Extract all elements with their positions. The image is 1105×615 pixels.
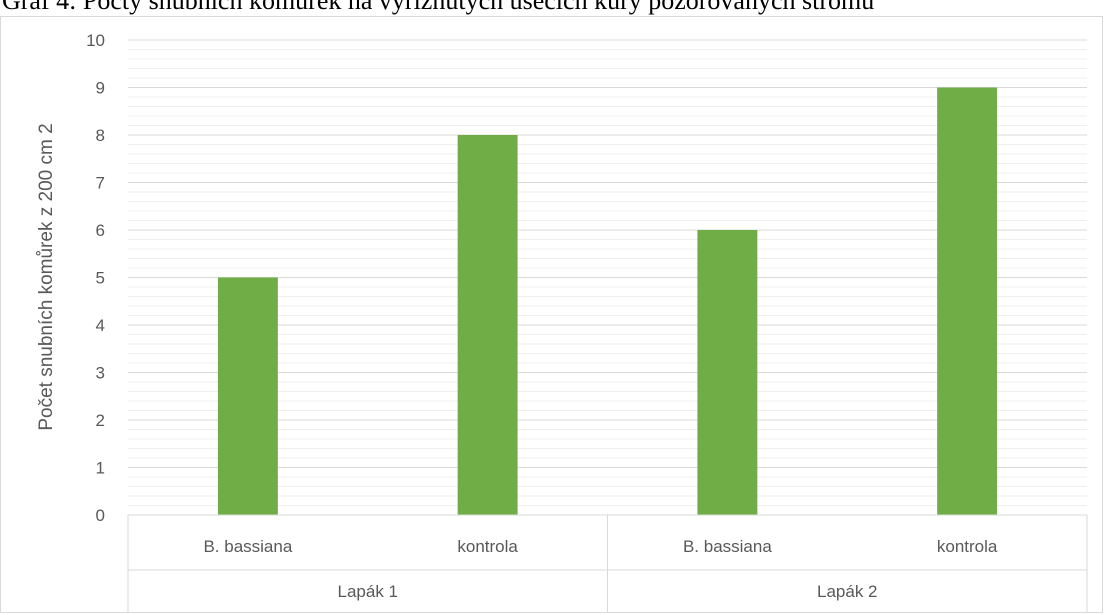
bar (697, 230, 758, 515)
bar (457, 135, 518, 515)
bar (217, 277, 278, 515)
page-title: Graf 4: Počty snubních komůrek na vyřízn… (2, 0, 875, 15)
bars (217, 87, 998, 515)
x-category-label: kontrola (937, 537, 998, 556)
y-tick-label: 4 (96, 316, 105, 335)
y-tick-label: 9 (96, 79, 105, 98)
y-tick-label: 10 (86, 31, 105, 50)
y-tick-label: 8 (96, 126, 105, 145)
x-group-label: Lapák 2 (817, 582, 878, 601)
y-axis-title: Počet snubních komůrek z 200 cm 2 (36, 123, 57, 430)
x-axis: B. bassiana kontrola Lapák 1 B. bassiana kon… (127, 514, 1088, 612)
x-group-label: Lapák 1 (338, 582, 399, 601)
x-category-label: kontrola (457, 537, 518, 556)
y-tick-label: 0 (96, 506, 105, 525)
gridlines (128, 39, 1087, 516)
y-tick-label: 3 (96, 364, 105, 383)
y-tick-label: 7 (96, 174, 105, 193)
bar (937, 87, 998, 515)
y-tick-labels: 0 1 2 3 4 5 6 7 8 9 10 (86, 31, 105, 525)
y-tick-label: 5 (96, 269, 105, 288)
x-category-label: B. bassiana (203, 537, 292, 556)
x-category-label: B. bassiana (683, 537, 772, 556)
y-tick-label: 2 (96, 411, 105, 430)
chart-frame (0, 16, 1103, 613)
y-tick-label: 6 (96, 221, 105, 240)
y-tick-label: 1 (96, 459, 105, 478)
